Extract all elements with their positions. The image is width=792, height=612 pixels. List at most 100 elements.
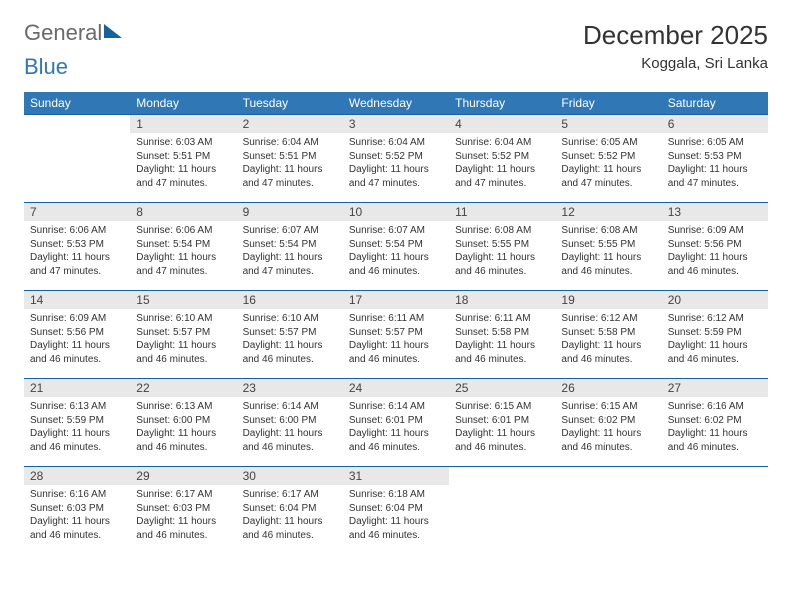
calendar-day-cell: 18Sunrise: 6:11 AMSunset: 5:58 PMDayligh… [449, 291, 555, 379]
sunrise-text: Sunrise: 6:05 AM [668, 136, 762, 150]
day-number: 27 [662, 379, 768, 397]
calendar-day-cell: 21Sunrise: 6:13 AMSunset: 5:59 PMDayligh… [24, 379, 130, 467]
daylight-text-2: and 46 minutes. [136, 441, 230, 455]
day-content: Sunrise: 6:10 AMSunset: 5:57 PMDaylight:… [130, 309, 236, 370]
calendar-day-cell: 29Sunrise: 6:17 AMSunset: 6:03 PMDayligh… [130, 467, 236, 555]
day-header-row: SundayMondayTuesdayWednesdayThursdayFrid… [24, 92, 768, 115]
sunrise-text: Sunrise: 6:09 AM [668, 224, 762, 238]
calendar-day-cell: 20Sunrise: 6:12 AMSunset: 5:59 PMDayligh… [662, 291, 768, 379]
sunset-text: Sunset: 5:59 PM [30, 414, 124, 428]
sunset-text: Sunset: 5:54 PM [243, 238, 337, 252]
sunrise-text: Sunrise: 6:08 AM [561, 224, 655, 238]
day-number: 25 [449, 379, 555, 397]
calendar-day-cell: 6Sunrise: 6:05 AMSunset: 5:53 PMDaylight… [662, 115, 768, 203]
day-content: Sunrise: 6:08 AMSunset: 5:55 PMDaylight:… [449, 221, 555, 282]
calendar-day-cell: 17Sunrise: 6:11 AMSunset: 5:57 PMDayligh… [343, 291, 449, 379]
day-number: 18 [449, 291, 555, 309]
day-number: 17 [343, 291, 449, 309]
daylight-text-1: Daylight: 11 hours [455, 163, 549, 177]
day-header: Friday [555, 92, 661, 115]
sunset-text: Sunset: 5:57 PM [243, 326, 337, 340]
daylight-text-1: Daylight: 11 hours [349, 339, 443, 353]
daylight-text-1: Daylight: 11 hours [349, 427, 443, 441]
sunrise-text: Sunrise: 6:17 AM [136, 488, 230, 502]
day-number: 4 [449, 115, 555, 133]
sunset-text: Sunset: 5:53 PM [668, 150, 762, 164]
day-content: Sunrise: 6:16 AMSunset: 6:02 PMDaylight:… [662, 397, 768, 458]
daylight-text-1: Daylight: 11 hours [243, 515, 337, 529]
sunrise-text: Sunrise: 6:04 AM [455, 136, 549, 150]
daylight-text-1: Daylight: 11 hours [136, 339, 230, 353]
daylight-text-1: Daylight: 11 hours [30, 515, 124, 529]
daylight-text-2: and 46 minutes. [243, 529, 337, 543]
sunrise-text: Sunrise: 6:10 AM [243, 312, 337, 326]
sunrise-text: Sunrise: 6:16 AM [668, 400, 762, 414]
sunset-text: Sunset: 5:52 PM [455, 150, 549, 164]
calendar-day-cell: 11Sunrise: 6:08 AMSunset: 5:55 PMDayligh… [449, 203, 555, 291]
sunrise-text: Sunrise: 6:12 AM [561, 312, 655, 326]
calendar-week-row: 14Sunrise: 6:09 AMSunset: 5:56 PMDayligh… [24, 291, 768, 379]
sunset-text: Sunset: 5:51 PM [136, 150, 230, 164]
sunrise-text: Sunrise: 6:11 AM [455, 312, 549, 326]
day-number: 5 [555, 115, 661, 133]
location: Koggala, Sri Lanka [583, 55, 768, 72]
calendar-day-cell: 24Sunrise: 6:14 AMSunset: 6:01 PMDayligh… [343, 379, 449, 467]
calendar-day-cell: 12Sunrise: 6:08 AMSunset: 5:55 PMDayligh… [555, 203, 661, 291]
day-number: 13 [662, 203, 768, 221]
day-content: Sunrise: 6:06 AMSunset: 5:53 PMDaylight:… [24, 221, 130, 282]
sunset-text: Sunset: 5:58 PM [561, 326, 655, 340]
sunrise-text: Sunrise: 6:06 AM [30, 224, 124, 238]
day-header: Monday [130, 92, 236, 115]
sunrise-text: Sunrise: 6:18 AM [349, 488, 443, 502]
calendar-week-row: 1Sunrise: 6:03 AMSunset: 5:51 PMDaylight… [24, 115, 768, 203]
daylight-text-2: and 46 minutes. [136, 529, 230, 543]
sunset-text: Sunset: 6:03 PM [30, 502, 124, 516]
sunset-text: Sunset: 6:03 PM [136, 502, 230, 516]
day-content: Sunrise: 6:16 AMSunset: 6:03 PMDaylight:… [24, 485, 130, 546]
daylight-text-1: Daylight: 11 hours [136, 251, 230, 265]
daylight-text-2: and 46 minutes. [455, 441, 549, 455]
calendar-day-cell: 16Sunrise: 6:10 AMSunset: 5:57 PMDayligh… [237, 291, 343, 379]
daylight-text-1: Daylight: 11 hours [349, 251, 443, 265]
sunset-text: Sunset: 5:55 PM [561, 238, 655, 252]
sunrise-text: Sunrise: 6:04 AM [349, 136, 443, 150]
daylight-text-1: Daylight: 11 hours [136, 515, 230, 529]
calendar-table: SundayMondayTuesdayWednesdayThursdayFrid… [24, 92, 768, 555]
calendar-day-cell: 30Sunrise: 6:17 AMSunset: 6:04 PMDayligh… [237, 467, 343, 555]
sunrise-text: Sunrise: 6:07 AM [349, 224, 443, 238]
sunrise-text: Sunrise: 6:05 AM [561, 136, 655, 150]
logo-text-general: General [24, 20, 102, 46]
day-number: 28 [24, 467, 130, 485]
daylight-text-1: Daylight: 11 hours [30, 339, 124, 353]
daylight-text-2: and 47 minutes. [30, 265, 124, 279]
day-content: Sunrise: 6:13 AMSunset: 5:59 PMDaylight:… [24, 397, 130, 458]
day-content: Sunrise: 6:17 AMSunset: 6:04 PMDaylight:… [237, 485, 343, 546]
daylight-text-1: Daylight: 11 hours [668, 339, 762, 353]
daylight-text-2: and 47 minutes. [455, 177, 549, 191]
daylight-text-2: and 47 minutes. [243, 177, 337, 191]
day-content: Sunrise: 6:03 AMSunset: 5:51 PMDaylight:… [130, 133, 236, 194]
daylight-text-2: and 46 minutes. [561, 265, 655, 279]
sunrise-text: Sunrise: 6:06 AM [136, 224, 230, 238]
day-number: 1 [130, 115, 236, 133]
calendar-week-row: 28Sunrise: 6:16 AMSunset: 6:03 PMDayligh… [24, 467, 768, 555]
daylight-text-1: Daylight: 11 hours [561, 427, 655, 441]
daylight-text-2: and 47 minutes. [136, 177, 230, 191]
daylight-text-2: and 46 minutes. [30, 529, 124, 543]
calendar-empty-cell [555, 467, 661, 555]
sunrise-text: Sunrise: 6:13 AM [30, 400, 124, 414]
calendar-day-cell: 23Sunrise: 6:14 AMSunset: 6:00 PMDayligh… [237, 379, 343, 467]
daylight-text-2: and 46 minutes. [455, 353, 549, 367]
daylight-text-1: Daylight: 11 hours [668, 163, 762, 177]
logo-triangle-icon [104, 24, 122, 38]
day-content: Sunrise: 6:11 AMSunset: 5:57 PMDaylight:… [343, 309, 449, 370]
day-number: 7 [24, 203, 130, 221]
sunset-text: Sunset: 5:54 PM [349, 238, 443, 252]
daylight-text-2: and 46 minutes. [561, 441, 655, 455]
sunrise-text: Sunrise: 6:15 AM [455, 400, 549, 414]
sunrise-text: Sunrise: 6:12 AM [668, 312, 762, 326]
day-number: 22 [130, 379, 236, 397]
day-header: Saturday [662, 92, 768, 115]
day-number: 26 [555, 379, 661, 397]
calendar-day-cell: 5Sunrise: 6:05 AMSunset: 5:52 PMDaylight… [555, 115, 661, 203]
